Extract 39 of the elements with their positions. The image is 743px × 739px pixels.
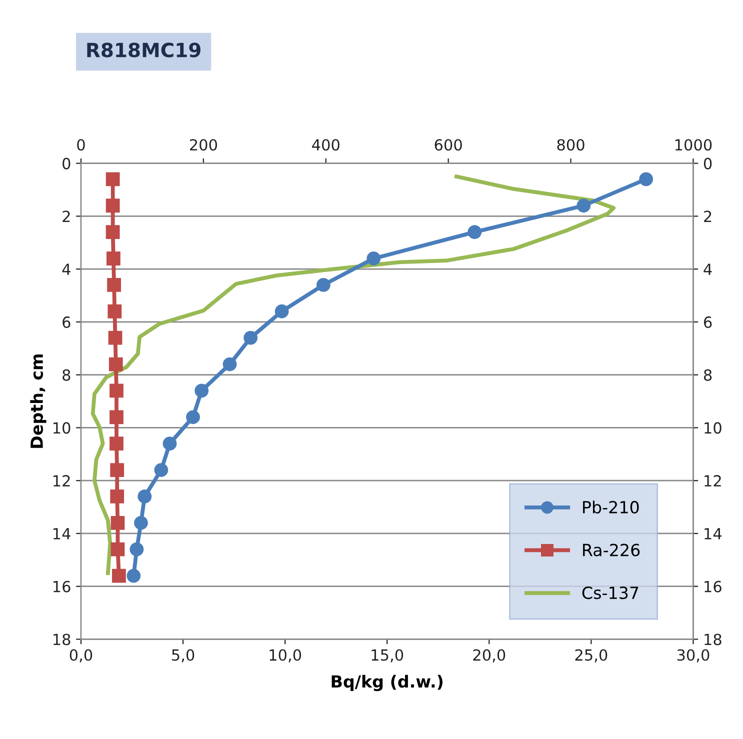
x-tick-label: 20,0 bbox=[473, 649, 506, 662]
y-tick-label: 2 bbox=[62, 210, 70, 222]
y2-tick-label: 18 bbox=[704, 634, 722, 646]
y2-tick-label: 16 bbox=[704, 580, 722, 592]
x2-tick-label: 1000 bbox=[675, 139, 712, 151]
x-tick-label: 0,0 bbox=[70, 649, 92, 662]
legend-label: Ra-226 bbox=[583, 544, 640, 556]
x2-tick-label: 800 bbox=[557, 139, 584, 151]
y-tick-label: 8 bbox=[62, 369, 70, 381]
x2-tick-label: 0 bbox=[77, 139, 85, 151]
y-tick-label: 0 bbox=[62, 158, 70, 170]
y2-tick-label: 0 bbox=[704, 158, 712, 170]
y-tick-label: 10 bbox=[54, 422, 70, 434]
y2-tick-label: 14 bbox=[704, 528, 722, 540]
x2-tick-label: 200 bbox=[190, 139, 217, 151]
y2-tick-label: 10 bbox=[704, 422, 722, 434]
x-tick-label: 10,0 bbox=[270, 649, 302, 662]
x-tick-label: 30,0 bbox=[677, 649, 710, 662]
x-tick-label: 25,0 bbox=[575, 649, 608, 662]
y-tick-label: 16 bbox=[54, 580, 70, 592]
y2-tick-label: 4 bbox=[704, 264, 712, 275]
y-tick-label: 4 bbox=[62, 264, 70, 275]
y2-tick-label: 12 bbox=[704, 475, 721, 486]
y2-tick-label: 2 bbox=[704, 210, 712, 222]
x2-tick-label: 600 bbox=[434, 139, 462, 151]
y2-tick-label: 8 bbox=[704, 369, 712, 381]
chart-title: R818MC19 bbox=[87, 42, 200, 58]
x-tick-label: 15,0 bbox=[372, 649, 404, 662]
y-tick-label: 12 bbox=[54, 475, 70, 486]
y-axis-title: Depth, cm bbox=[30, 354, 46, 448]
x2-tick-label: 400 bbox=[312, 139, 340, 151]
y2-tick-label: 6 bbox=[704, 316, 712, 328]
y-tick-label: 18 bbox=[54, 634, 70, 646]
legend-label: Cs-137 bbox=[582, 586, 638, 600]
legend-label: Pb-210 bbox=[583, 500, 639, 514]
y-tick-label: 14 bbox=[54, 528, 70, 540]
x-tick-label: 5,0 bbox=[172, 649, 194, 662]
x-axis-title: Bq/kg (d.w.) bbox=[332, 674, 443, 692]
y-tick-label: 6 bbox=[62, 316, 70, 328]
